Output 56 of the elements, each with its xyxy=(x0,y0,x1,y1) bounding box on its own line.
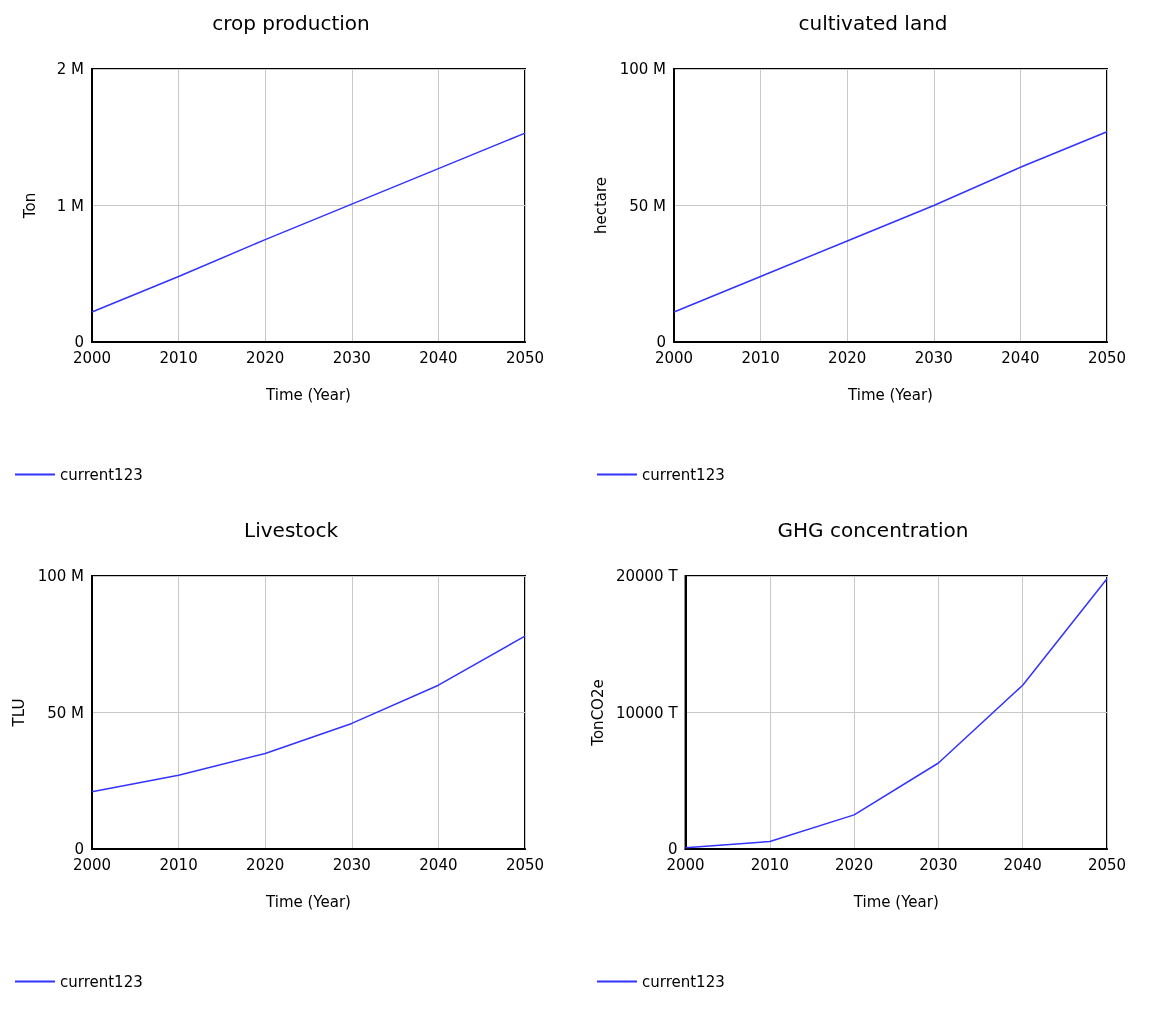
y-axis-title: TonCO2e xyxy=(588,679,607,747)
y-axis-title: hectare xyxy=(592,176,611,235)
x-tick-label: 2050 xyxy=(1087,855,1127,874)
chart-title: GHG concentration xyxy=(777,518,969,542)
x-tick-label: 2050 xyxy=(505,348,545,367)
y-tick-label: 1 M xyxy=(56,196,84,215)
x-tick-label: 2040 xyxy=(419,348,458,367)
line-series xyxy=(673,131,1108,313)
y-tick-label: 50 M xyxy=(47,703,84,722)
y-tick-label: 0 xyxy=(668,840,678,858)
x-tick-label: 2020 xyxy=(246,855,285,874)
chart-title: crop production xyxy=(212,11,370,35)
legend-label: current123 xyxy=(60,972,143,991)
y-tick-label: 10000 T xyxy=(615,703,679,722)
x-tick-label: 2020 xyxy=(828,348,867,367)
line-series xyxy=(91,635,526,793)
y-tick-label: 50 M xyxy=(629,196,666,215)
line-series xyxy=(684,577,1108,849)
x-axis-title: Time (Year) xyxy=(852,892,939,911)
x-tick-label: 2010 xyxy=(159,348,198,367)
x-tick-label: 2020 xyxy=(246,348,285,367)
line-series xyxy=(91,132,526,313)
x-tick-label: 2010 xyxy=(750,855,789,874)
x-tick-label: 2000 xyxy=(654,348,694,367)
x-tick-label: 2050 xyxy=(1087,348,1127,367)
y-axis-title: TLU xyxy=(10,698,29,728)
x-tick-label: 2000 xyxy=(72,855,112,874)
x-tick-label: 2010 xyxy=(741,348,780,367)
x-tick-label: 2030 xyxy=(914,348,953,367)
y-axis-title: Ton xyxy=(20,192,39,220)
x-tick-label: 2020 xyxy=(835,855,874,874)
y-tick-label: 20000 T xyxy=(615,567,679,585)
x-axis-title: Time (Year) xyxy=(847,385,933,404)
chart-title: cultivated land xyxy=(798,11,948,35)
x-axis-title: Time (Year) xyxy=(265,892,351,911)
y-tick-label: 100 M xyxy=(37,567,84,585)
x-tick-label: 2010 xyxy=(159,855,198,874)
chart-title: Livestock xyxy=(244,518,339,542)
x-tick-label: 2040 xyxy=(1001,348,1040,367)
y-tick-label: 2 M xyxy=(56,60,84,78)
x-tick-label: 2040 xyxy=(1003,855,1042,874)
y-tick-label: 0 xyxy=(74,840,84,858)
x-tick-label: 2000 xyxy=(72,348,112,367)
y-tick-label: 0 xyxy=(656,333,666,351)
x-tick-label: 2050 xyxy=(505,855,545,874)
y-tick-label: 100 M xyxy=(619,60,666,78)
x-tick-label: 2030 xyxy=(332,348,371,367)
x-tick-label: 2000 xyxy=(666,855,705,874)
x-tick-label: 2040 xyxy=(419,855,458,874)
x-tick-label: 2030 xyxy=(332,855,371,874)
y-tick-label: 0 xyxy=(74,333,84,351)
x-axis-title: Time (Year) xyxy=(265,385,351,404)
legend-label: current123 xyxy=(642,972,725,991)
legend-label: current123 xyxy=(642,465,725,484)
x-tick-label: 2030 xyxy=(919,855,958,874)
legend-label: current123 xyxy=(60,465,143,484)
